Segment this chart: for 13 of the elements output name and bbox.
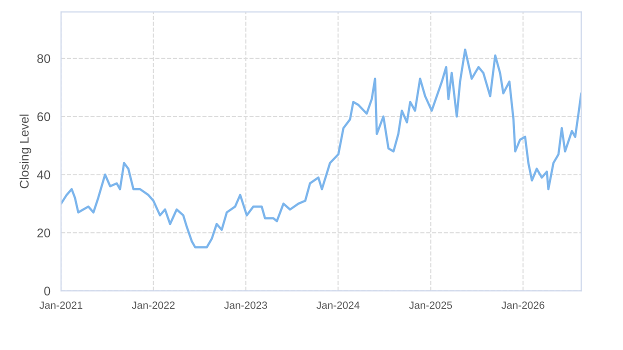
x-tick-label: Jan-2023 <box>224 302 268 309</box>
y-tick-label: 20 <box>37 228 50 238</box>
line-series <box>61 48 582 248</box>
y-tick-label: 40 <box>37 170 50 180</box>
x-tick-label: Jan-2025 <box>409 302 452 309</box>
x-tick-label: Jan-2022 <box>132 302 175 309</box>
x-tick-label: Jan-2026 <box>502 302 544 309</box>
y-tick-label: 80 <box>37 54 50 64</box>
y-tick-label: 0 <box>44 286 50 296</box>
x-tick-label: Jan-2021 <box>40 302 82 309</box>
y-axis-title: Closing Level <box>20 114 32 188</box>
x-tick-label: Jan-2024 <box>316 302 360 309</box>
y-tick-label: 60 <box>37 112 50 122</box>
